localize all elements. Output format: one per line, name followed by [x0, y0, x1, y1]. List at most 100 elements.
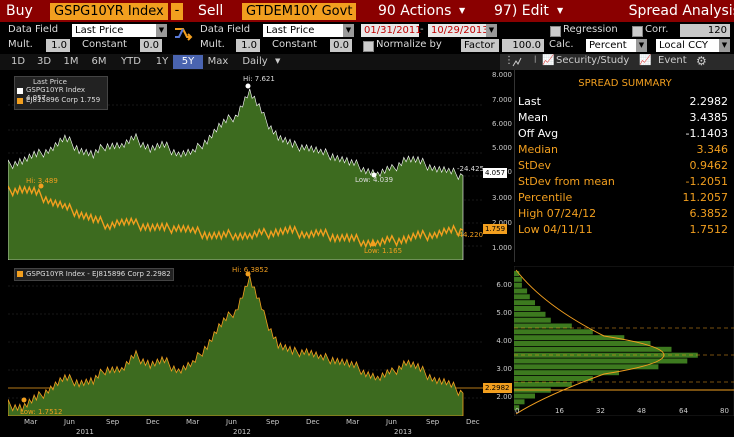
x-month: Sep	[106, 418, 120, 426]
x-tick: 80	[720, 407, 729, 415]
ccy-dropdown-icon[interactable]: ▼	[719, 39, 730, 52]
last-price-flag-2: 1.759	[483, 224, 508, 234]
date-dropdown-icon[interactable]: ▼	[486, 24, 497, 37]
histogram-bar	[514, 358, 688, 364]
tab-1y[interactable]: 1Y	[155, 56, 169, 67]
data-field-2-input[interactable]: Last Price	[263, 24, 343, 37]
date-separator: -	[420, 24, 424, 35]
price-chart	[8, 70, 483, 260]
edit-dropdown-icon[interactable]: ▼	[557, 6, 564, 15]
gear-icon[interactable]: ⚙	[696, 54, 707, 68]
histogram-bar	[514, 329, 593, 335]
x-tick: 48	[637, 407, 646, 415]
end-date-input[interactable]: 10/29/2013	[428, 24, 489, 37]
corr-checkbox[interactable]	[632, 26, 643, 37]
x-month: Jun	[64, 418, 75, 426]
more-icon[interactable]: ⋮	[504, 55, 514, 66]
constant-2-input[interactable]: 0.0	[330, 39, 352, 52]
histogram-bar	[514, 346, 672, 352]
factor-label: Factor	[461, 39, 499, 52]
swap-icon[interactable]	[173, 25, 193, 45]
mult-2-input[interactable]: 1.0	[236, 39, 260, 52]
x-month: Dec	[466, 418, 480, 426]
calc-dropdown-icon[interactable]: ▼	[636, 39, 647, 52]
histogram-bar	[514, 393, 535, 399]
operator-minus[interactable]: -	[171, 3, 183, 20]
frequency-select[interactable]: Daily	[242, 56, 268, 67]
data-field-label-2: Data Field	[200, 24, 251, 35]
x-month: Mar	[24, 418, 38, 426]
factor-input[interactable]: 100.0	[502, 39, 544, 52]
tab-5y[interactable]: 5Y	[173, 55, 203, 69]
low2-marker	[370, 241, 376, 247]
hi-annotation: Hi: 7.621	[243, 75, 275, 83]
actions-menu[interactable]: 90 Actions	[378, 3, 452, 19]
price-legend: Last Price GSPG10YR Index 4.057 EJ815896…	[14, 76, 108, 110]
mult-1-input[interactable]: 1.0	[46, 39, 70, 52]
x-month: Mar	[346, 418, 360, 426]
data-field-1-dropdown-icon[interactable]: ▼	[156, 24, 167, 37]
corr-input[interactable]: 120	[680, 24, 730, 37]
y-tick: 5.00	[496, 309, 512, 317]
tab-event[interactable]: Event	[658, 55, 687, 66]
corr-label: Corr.	[645, 24, 669, 35]
time-x-axis: Mar Jun Sep Dec Mar Jun Sep Dec Mar Jun …	[8, 416, 483, 437]
histogram-x-axis: 0 16 32 48 64 80	[514, 407, 734, 417]
tab-max[interactable]: Max	[207, 56, 229, 67]
constant-1-input[interactable]: 0.0	[140, 39, 162, 52]
spread-low-marker	[21, 397, 27, 403]
data-field-1-input[interactable]: Last Price	[72, 24, 156, 37]
summary-label: Median	[518, 143, 559, 156]
histogram-bar	[514, 306, 541, 311]
buy-button[interactable]: Buy	[6, 3, 33, 19]
mult-label: Mult.	[8, 39, 33, 50]
frequency-dropdown-icon[interactable]: ▼	[275, 57, 281, 65]
histogram-bar	[514, 288, 528, 294]
tab-1d[interactable]: 1D	[10, 56, 26, 67]
x-month: Dec	[306, 418, 320, 426]
histogram-bar	[514, 294, 530, 300]
y-tick: 1.000	[491, 244, 512, 252]
y-tick: 5.000	[491, 144, 512, 152]
histogram-bar	[514, 399, 525, 405]
tab-1m[interactable]: 1M	[63, 56, 79, 67]
normalize-checkbox[interactable]	[363, 41, 374, 52]
normalize-label: Normalize by	[376, 39, 442, 50]
regression-checkbox[interactable]	[550, 26, 561, 37]
tab-divider: |	[534, 55, 537, 63]
actions-dropdown-icon[interactable]: ▼	[459, 6, 466, 15]
price-y-axis: 8.000 7.000 6.000 5.000 4.000 3.000 2.00…	[483, 70, 514, 260]
ccy-select[interactable]: Local CCY	[656, 39, 719, 52]
calc-label: Calc.	[549, 39, 574, 50]
summary-row: Median 3.346	[518, 143, 728, 159]
sell-button[interactable]: Sell	[198, 3, 224, 19]
tab-security-study[interactable]: Security/Study	[556, 55, 630, 66]
range-tabs: 1D 3D 1M 6M YTD 1Y 5Y Max Daily ▼	[0, 54, 500, 70]
security2-field[interactable]: GTDEM10Y Govt	[242, 3, 356, 20]
data-field-2-dropdown-icon[interactable]: ▼	[343, 24, 354, 37]
low-marker	[371, 172, 377, 178]
summary-label: Low 04/11/11	[518, 223, 593, 236]
mult-label-2: Mult.	[200, 39, 225, 50]
tab-ytd[interactable]: YTD	[121, 56, 141, 67]
y-tick: 3.000	[491, 194, 512, 202]
tab-6m[interactable]: 6M	[91, 56, 107, 67]
tab-3d[interactable]: 3D	[36, 56, 52, 67]
histogram-bar	[514, 335, 625, 341]
security1-field[interactable]: GSPG10YR Index	[50, 3, 168, 20]
x-tick: 16	[555, 407, 564, 415]
series-gspg10yr	[8, 88, 464, 260]
action-bar: Buy GSPG10YR Index - Sell GTDEM10Y Govt …	[0, 0, 734, 22]
spread-hi-annotation: Hi: 6.3852	[232, 266, 269, 274]
spread-legend: GSPG10YR Index - EJ815896 Corp 2.2982	[14, 268, 174, 281]
histogram-bar	[514, 405, 520, 411]
last-price-flag-1: 4.057	[483, 168, 508, 178]
start-date-input[interactable]: 01/31/2011	[361, 24, 422, 37]
edit-menu[interactable]: 97) Edit	[494, 3, 549, 19]
histogram-bar	[514, 317, 551, 323]
spread-chart	[8, 264, 483, 416]
right-tabs: ⋮ | 📈 Security/Study 📈 Event ⚙	[500, 54, 734, 70]
legend-item-1: GSPG10YR Index 4.057	[26, 86, 86, 102]
x-year: 2013	[394, 428, 412, 436]
calc-select[interactable]: Percent	[586, 39, 636, 52]
